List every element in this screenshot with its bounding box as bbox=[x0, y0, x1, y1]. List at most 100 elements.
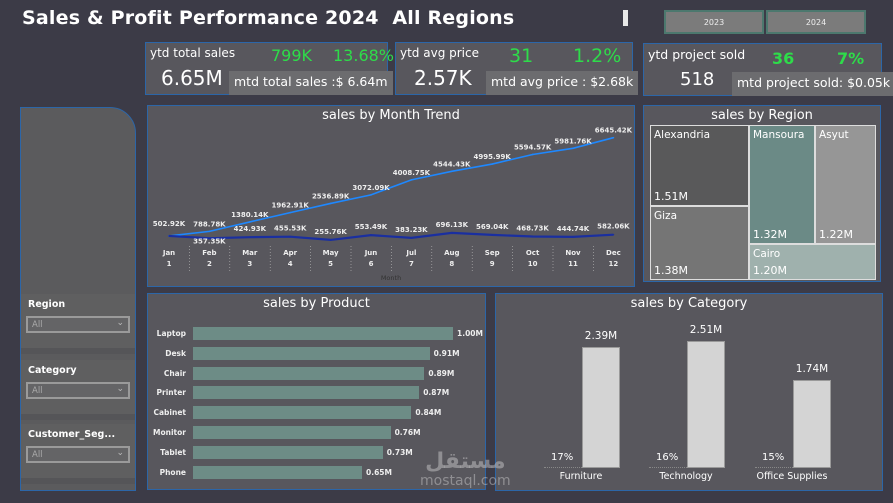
product-value-label: 0.84M bbox=[415, 408, 442, 418]
category-bar-chart: sales by Category 2.39M 17% Furniture 2.… bbox=[495, 293, 883, 491]
x-tick-label: Oct bbox=[526, 249, 540, 257]
treemap-tile-mansoura[interactable]: Mansoura 1.32M bbox=[749, 125, 815, 244]
region-dropdown[interactable]: All ⌄ bbox=[26, 316, 130, 333]
region-treemap: sales by Region Alexandria 1.51M Giza 1.38M… bbox=[643, 105, 881, 282]
dropdown-value: All bbox=[32, 320, 43, 330]
tile-name: Asyut bbox=[819, 129, 849, 141]
data-label: 5981.76K bbox=[554, 137, 592, 145]
chart-title: sales by Month Trend bbox=[322, 108, 460, 123]
data-point bbox=[168, 235, 170, 237]
kpi-mtd: mtd total sales :$ 6.64m bbox=[229, 71, 393, 95]
chevron-down-icon: ⌄ bbox=[116, 384, 124, 394]
kpi-label: ytd total sales bbox=[150, 46, 236, 60]
data-point bbox=[572, 147, 574, 150]
data-label: 5594.57K bbox=[514, 143, 552, 151]
product-value-label: 1.00M bbox=[457, 329, 483, 338]
data-label: 3072.09K bbox=[352, 184, 390, 192]
product-bar[interactable] bbox=[193, 406, 412, 420]
monthly-sales-line bbox=[168, 231, 614, 242]
slicer-label: Customer_Seg... bbox=[28, 429, 116, 440]
kpi-label: ytd avg price bbox=[400, 46, 479, 60]
product-label: Tablet bbox=[160, 447, 186, 457]
slicer-label: Category bbox=[28, 365, 77, 376]
data-point bbox=[491, 234, 494, 236]
category-bar[interactable] bbox=[582, 347, 620, 468]
product-label: Monitor bbox=[153, 428, 186, 437]
data-label: 357.35K bbox=[193, 237, 226, 245]
data-label: 424.93K bbox=[234, 225, 267, 233]
product-bar[interactable] bbox=[193, 346, 430, 360]
treemap-tile-alexandria[interactable]: Alexandria 1.51M bbox=[650, 125, 749, 206]
product-label: Cabinet bbox=[153, 408, 186, 418]
x-tick-number: 1 bbox=[167, 260, 172, 268]
tile-value: 1.51M bbox=[654, 190, 688, 203]
data-point bbox=[491, 163, 494, 165]
x-tick-number: 12 bbox=[609, 260, 619, 268]
product-label: Laptop bbox=[156, 329, 186, 338]
category-axis-label: Technology bbox=[659, 471, 713, 482]
chevron-down-icon: ⌄ bbox=[116, 318, 124, 328]
page-title: Sales & Profit Performance 2024 All Regi… bbox=[22, 7, 515, 29]
tile-name: Cairo bbox=[753, 248, 781, 260]
percent-baseline bbox=[649, 467, 687, 468]
x-tick-label: Aug bbox=[444, 249, 459, 257]
percent-baseline bbox=[755, 467, 793, 468]
product-bar[interactable] bbox=[193, 386, 420, 400]
tile-value: 1.32M bbox=[753, 228, 787, 241]
x-tick-number: 5 bbox=[328, 260, 333, 268]
customer-segment-dropdown[interactable]: All ⌄ bbox=[26, 446, 130, 463]
category-axis-label: Furniture bbox=[559, 471, 603, 482]
line-chart-svg: Jan 1 Feb 2 Mar 3 Apr 4 May 5 Jun 6 Jul 7 Aug 8 Sep 9 Oct 1… bbox=[153, 127, 633, 271]
kpi-mtd: mtd project sold: $0.05k bbox=[732, 72, 893, 96]
kpi-card-avg-price: ytd avg price 2.57K 31 1.2% mtd avg pric… bbox=[395, 42, 639, 95]
data-label: 1962.91K bbox=[272, 202, 310, 210]
slicer-category: Category All ⌄ bbox=[21, 360, 135, 420]
product-label: Printer bbox=[156, 388, 186, 398]
treemap-tile-cairo[interactable]: Cairo 1.20M bbox=[749, 244, 876, 280]
slicer-customer-segment: Customer_Seg... All ⌄ bbox=[21, 424, 135, 484]
data-point bbox=[410, 179, 413, 181]
category-value-label: 1.74M bbox=[795, 362, 829, 375]
data-label: 444.74K bbox=[557, 225, 590, 233]
treemap-tile-giza[interactable]: Giza 1.38M bbox=[650, 206, 749, 280]
data-label: 788.78K bbox=[193, 220, 226, 228]
data-label: 4995.99K bbox=[474, 153, 512, 161]
product-bar[interactable] bbox=[193, 445, 383, 459]
year-button-2024[interactable]: 2024 bbox=[766, 10, 866, 34]
category-bar[interactable] bbox=[687, 340, 725, 468]
product-bar[interactable] bbox=[193, 465, 362, 479]
category-dropdown[interactable]: All ⌄ bbox=[26, 382, 130, 399]
x-axis-title: Month bbox=[380, 274, 402, 282]
chart-title: sales by Product bbox=[263, 296, 370, 311]
product-bar[interactable] bbox=[193, 366, 425, 380]
data-label: 696.13K bbox=[436, 221, 469, 229]
product-bar[interactable] bbox=[193, 327, 453, 340]
watermark-latin: mostaql.com bbox=[420, 473, 511, 490]
x-tick-label: Dec bbox=[606, 249, 621, 257]
data-point bbox=[208, 230, 211, 233]
x-tick-label: Mar bbox=[242, 249, 258, 257]
data-label: 6645.42K bbox=[595, 127, 633, 135]
decorative-marker bbox=[623, 10, 628, 26]
year-button-2023[interactable]: 2023 bbox=[664, 10, 764, 34]
x-tick-label: Feb bbox=[202, 249, 216, 257]
slicer-region: Region All ⌄ bbox=[21, 294, 135, 354]
data-point bbox=[451, 170, 453, 173]
data-label: 255.76K bbox=[314, 228, 347, 236]
category-bar[interactable] bbox=[793, 379, 831, 468]
data-label: 569.04K bbox=[476, 223, 509, 231]
chevron-down-icon: ⌄ bbox=[116, 448, 124, 458]
treemap-tile-asyut[interactable]: Asyut 1.22M bbox=[815, 125, 876, 244]
watermark-arabic: مستقل bbox=[425, 449, 506, 474]
data-point bbox=[249, 236, 251, 239]
product-bar[interactable] bbox=[193, 426, 391, 439]
kpi-value: 2.57K bbox=[414, 66, 472, 90]
kpi-delta: 799K bbox=[271, 46, 313, 65]
data-label: 1380.14K bbox=[231, 211, 269, 219]
x-tick-label: Sep bbox=[485, 249, 500, 257]
x-tick-label: Jul bbox=[405, 249, 416, 257]
dropdown-value: All bbox=[32, 450, 43, 460]
data-point bbox=[208, 237, 211, 240]
chart-title: sales by Region bbox=[711, 108, 813, 123]
data-point bbox=[531, 153, 534, 156]
